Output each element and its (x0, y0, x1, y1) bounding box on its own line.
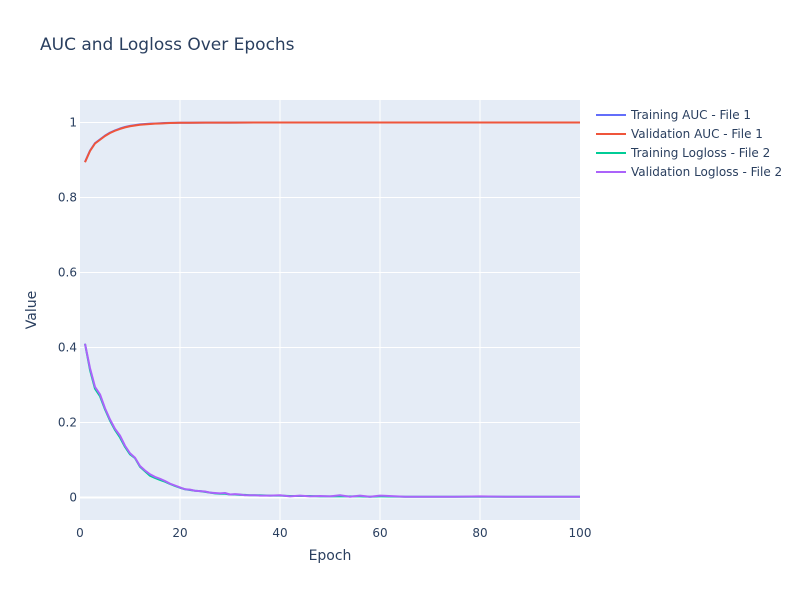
x-tick-label: 0 (76, 526, 84, 540)
series-line-validation-auc-file-1 (84, 121, 580, 163)
x-axis-ticks: 0 20 40 60 80 100 (76, 526, 591, 540)
y-axis-ticks: 0 0.2 0.4 0.6 0.8 1 (58, 116, 77, 505)
y-tick-label: 0 (69, 491, 77, 505)
y-tick-label: 0.2 (58, 416, 77, 430)
x-tick-label: 40 (272, 526, 287, 540)
y-tick-label: 0.4 (58, 341, 77, 355)
legend-item-validation-logloss-file-2[interactable]: Validation Logloss - File 2 (596, 165, 782, 179)
series-line-validation-logloss-file-2 (84, 343, 580, 498)
chart-title: AUC and Logloss Over Epochs (40, 35, 295, 55)
legend-label: Training Logloss - File 2 (630, 146, 770, 160)
legend-item-training-auc-file-1[interactable]: Training AUC - File 1 (596, 108, 751, 122)
legend-label: Training AUC - File 1 (630, 108, 751, 122)
x-tick-label: 100 (569, 526, 592, 540)
series-lines (84, 121, 580, 498)
legend[interactable]: Training AUC - File 1 Validation AUC - Fi… (596, 108, 782, 179)
legend-item-validation-auc-file-1[interactable]: Validation AUC - File 1 (596, 127, 763, 141)
x-tick-label: 60 (372, 526, 387, 540)
legend-item-training-logloss-file-2[interactable]: Training Logloss - File 2 (596, 146, 770, 160)
legend-label: Validation AUC - File 1 (631, 127, 763, 141)
legend-label: Validation Logloss - File 2 (631, 165, 782, 179)
plot-background (80, 100, 580, 520)
x-tick-label: 80 (472, 526, 487, 540)
x-tick-label: 20 (172, 526, 187, 540)
x-axis-title: Epoch (309, 548, 352, 564)
y-tick-label: 1 (69, 116, 77, 130)
y-tick-label: 0.8 (58, 191, 77, 205)
y-axis-title: Value (24, 291, 40, 329)
y-tick-label: 0.6 (58, 266, 77, 280)
